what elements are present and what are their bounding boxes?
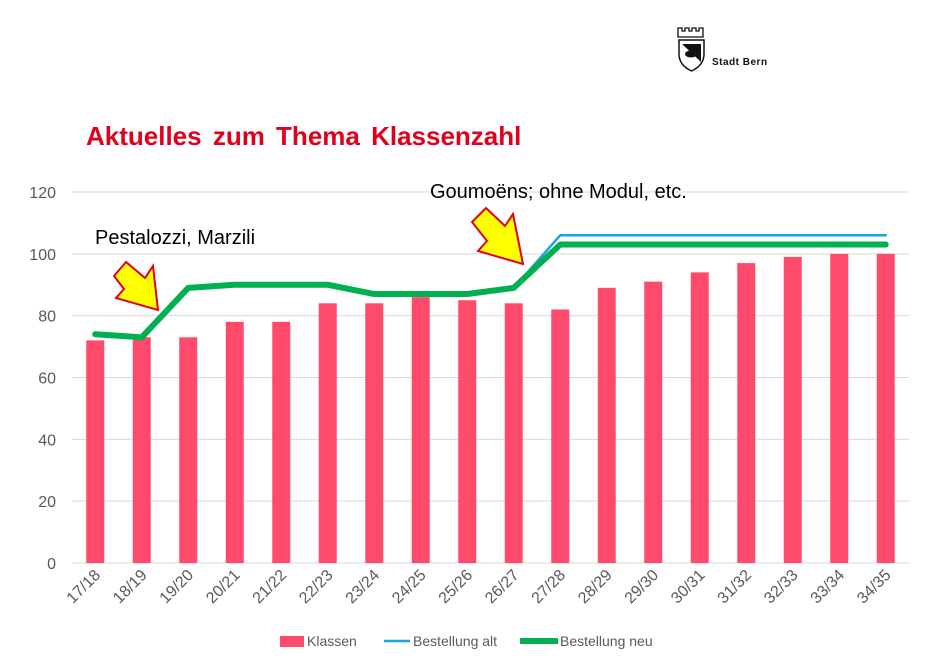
legend-label-klassen: Klassen — [307, 633, 357, 649]
bar — [690, 272, 709, 563]
series-lines — [92, 234, 889, 341]
bar — [876, 253, 895, 564]
logo-text: Stadt Bern — [712, 57, 768, 68]
y-tick-label: 120 — [29, 185, 56, 202]
x-tick-label: 33/34 — [808, 567, 848, 607]
bar — [411, 297, 430, 563]
bar — [830, 253, 849, 564]
stadt-bern-logo: Stadt Bern — [676, 24, 786, 74]
bar — [179, 337, 198, 563]
bar — [86, 340, 105, 563]
x-tick-label: 19/20 — [157, 567, 197, 607]
x-tick-label: 25/26 — [436, 567, 476, 607]
bar — [132, 337, 151, 563]
x-tick-label: 23/24 — [343, 567, 383, 607]
legend-label-bestellung-alt: Bestellung alt — [413, 633, 497, 649]
legend-swatch-klassen — [280, 636, 304, 647]
x-tick-label: 17/18 — [64, 567, 104, 607]
bar — [597, 287, 616, 563]
slide-title: Aktuelles zum Thema Klassenzahl — [86, 121, 522, 151]
x-tick-label: 24/25 — [389, 567, 429, 607]
x-tick-label: 34/35 — [854, 567, 894, 607]
y-tick-label: 0 — [47, 556, 56, 573]
bars — [86, 253, 895, 564]
x-tick-label: 22/23 — [296, 567, 336, 607]
x-tick-label: 27/28 — [529, 567, 569, 607]
legend: Klassen Bestellung alt Bestellung neu — [280, 633, 653, 649]
bar — [318, 303, 337, 563]
annotation-arrow-2 — [470, 206, 525, 266]
x-tick-label: 18/19 — [110, 567, 150, 607]
gridlines — [72, 191, 909, 564]
y-tick-label: 20 — [38, 494, 56, 511]
y-tick-label: 80 — [38, 309, 56, 326]
y-tick-label: 100 — [29, 247, 56, 264]
bar — [737, 263, 756, 563]
y-tick-label: 40 — [38, 432, 56, 449]
annotation-arrow-1 — [112, 260, 160, 312]
x-tick-label: 21/22 — [250, 567, 290, 607]
legend-label-bestellung-neu: Bestellung neu — [560, 633, 653, 649]
bern-coat-of-arms-icon — [677, 27, 705, 72]
bar — [458, 300, 477, 563]
y-axis-ticks: 0 20 40 60 80 100 120 — [29, 185, 56, 573]
annotation-goumoens: Goumoëns; ohne Modul, etc. — [430, 181, 687, 203]
x-tick-label: 32/33 — [761, 567, 801, 607]
bar — [225, 321, 244, 563]
annotation-pestalozzi: Pestalozzi, Marzili — [95, 227, 255, 249]
x-tick-label: 28/29 — [575, 567, 615, 607]
bar — [504, 303, 523, 563]
y-tick-label: 60 — [38, 371, 56, 388]
x-tick-label: 26/27 — [482, 567, 522, 607]
x-tick-label: 30/31 — [668, 567, 708, 607]
bar — [272, 321, 291, 563]
bar — [365, 303, 384, 563]
x-tick-label: 20/21 — [203, 567, 243, 607]
series-line-bestellung-neu — [92, 241, 889, 341]
x-tick-label: 29/30 — [622, 567, 662, 607]
bar — [644, 281, 663, 563]
bar — [551, 309, 570, 563]
x-axis-ticks: 17/18 18/19 19/20 20/21 21/22 22/23 23/24 24/25… — [64, 567, 895, 607]
bar — [783, 256, 802, 563]
x-tick-label: 31/32 — [715, 567, 755, 607]
